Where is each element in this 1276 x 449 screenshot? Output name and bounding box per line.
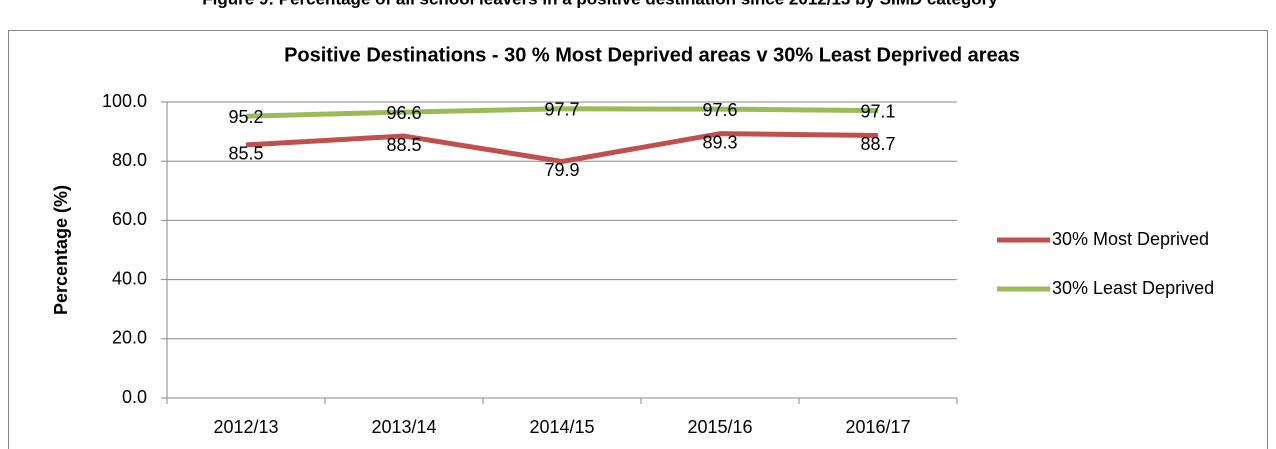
data-label: 79.9 xyxy=(544,160,579,180)
data-label: 96.6 xyxy=(386,103,421,123)
data-label: 89.3 xyxy=(702,132,737,152)
data-label: 95.2 xyxy=(228,107,263,127)
chart-border xyxy=(8,30,1268,449)
y-tick-label: 60.0 xyxy=(112,209,147,229)
caption: Figure 9: Percentage of all school leave… xyxy=(202,0,998,8)
y-tick-label: 0.0 xyxy=(122,387,147,407)
x-tick-label: 2012/13 xyxy=(213,417,278,437)
y-tick-label: 80.0 xyxy=(112,150,147,170)
data-label: 97.1 xyxy=(860,101,895,121)
y-tick-label: 20.0 xyxy=(112,328,147,348)
x-tick-label: 2015/16 xyxy=(687,417,752,437)
chart-title: Positive Destinations - 30 % Most Depriv… xyxy=(284,44,1020,66)
x-tick-label: 2013/14 xyxy=(371,417,436,437)
x-tick-label: 2016/17 xyxy=(845,417,910,437)
data-label: 85.5 xyxy=(228,144,263,164)
legend-label: 30% Least Deprived xyxy=(1052,278,1214,298)
y-tick-label: 100.0 xyxy=(102,91,147,111)
data-label: 88.7 xyxy=(860,134,895,154)
data-label: 88.5 xyxy=(386,135,421,155)
legend-label: 30% Most Deprived xyxy=(1052,229,1209,249)
y-axis-title: Percentage (%) xyxy=(51,185,71,315)
y-tick-label: 40.0 xyxy=(112,268,147,288)
data-label: 97.7 xyxy=(544,100,579,120)
x-tick-label: 2014/15 xyxy=(529,417,594,437)
series-line xyxy=(245,131,879,164)
series-line xyxy=(245,106,879,119)
data-label: 97.6 xyxy=(702,100,737,120)
